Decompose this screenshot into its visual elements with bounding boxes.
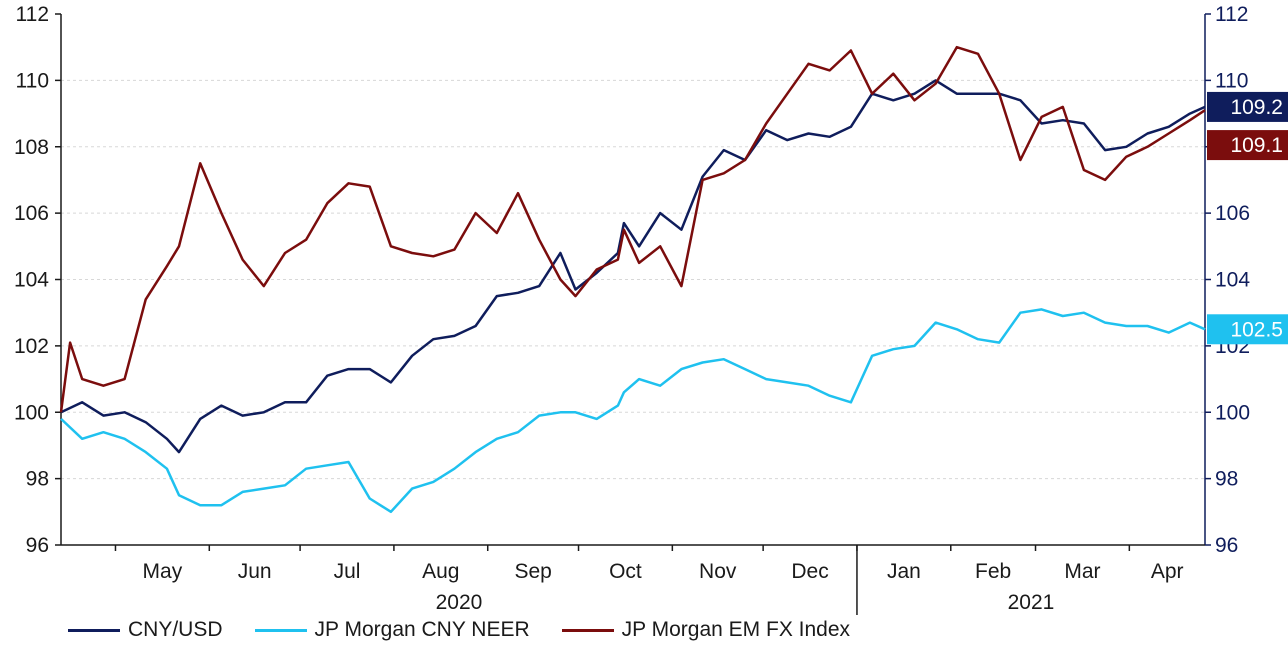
y-tick-label-right: 98 — [1215, 468, 1238, 491]
y-tick-label-right: 100 — [1215, 401, 1250, 424]
x-tick-label: Aug — [422, 560, 459, 583]
y-tick-label-right: 96 — [1215, 534, 1238, 557]
legend-swatch — [254, 628, 307, 632]
end-label-box — [1207, 314, 1288, 345]
x-tick-label: Jan — [887, 560, 921, 583]
y-tick-label-left: 96 — [26, 534, 49, 557]
legend-label: CNY/USD — [128, 618, 223, 641]
series-line-jp-morgan-em-fx-index — [59, 45, 1206, 413]
series-line-cny-usd — [60, 79, 1206, 454]
y-tick-label-left: 104 — [14, 269, 49, 292]
x-tick-label: Jun — [238, 560, 272, 583]
x-tick-label: Dec — [791, 560, 828, 583]
legend-item-cny-neer: JP Morgan CNY NEER — [254, 618, 530, 642]
legend-label: JP Morgan CNY NEER — [314, 618, 530, 641]
y-tick-label-right: 104 — [1215, 269, 1250, 292]
end-label-text: 109.2 — [1230, 96, 1283, 119]
y-tick-label-left: 102 — [14, 335, 49, 358]
y-tick-label-right: 112 — [1215, 3, 1248, 26]
end-label-text: 109.1 — [1230, 134, 1283, 157]
y-axis-left-ticks: 96 98 100 102 104 106 108 110 112 — [14, 3, 61, 557]
end-value-labels: 109.2 109.1 102.5 — [1207, 91, 1288, 345]
end-label-text: 102.5 — [1230, 318, 1283, 341]
y-tick-label-left: 100 — [14, 401, 49, 424]
end-label-box — [1207, 91, 1288, 122]
x-tick-label: Apr — [1151, 560, 1184, 583]
series-lines — [59, 45, 1206, 514]
legend-label: JP Morgan EM FX Index — [621, 618, 851, 641]
y-tick-label-right: 110 — [1215, 69, 1248, 92]
x-tick-label: Nov — [699, 560, 737, 583]
x-year-label: 2021 — [1008, 591, 1055, 614]
x-year-label: 2020 — [436, 591, 483, 614]
x-tick-label: May — [143, 560, 183, 583]
legend-item-cny-usd: CNY/USD — [68, 618, 223, 642]
y-tick-label-right: 106 — [1215, 202, 1250, 225]
legend: CNY/USD JP Morgan CNY NEER JP Morgan EM … — [68, 618, 882, 642]
gridlines — [61, 79, 1205, 480]
y-tick-label-left: 106 — [14, 202, 49, 225]
x-tick-label: Jul — [334, 560, 361, 583]
y-tick-label-left: 98 — [26, 468, 49, 491]
y-tick-label-left: 110 — [16, 69, 49, 92]
series-line-jp-morgan-cny-neer — [60, 308, 1206, 514]
y-tick-label-left: 108 — [14, 136, 49, 159]
legend-swatch — [561, 628, 614, 632]
y-tick-label-left: 112 — [16, 3, 49, 26]
x-tick-label: Oct — [609, 560, 642, 583]
x-tick-label: Sep — [514, 560, 551, 583]
legend-swatch — [68, 628, 120, 632]
x-tick-label: Feb — [975, 560, 1011, 583]
x-tick-label: Mar — [1064, 560, 1100, 583]
x-axis-ticks: May Jun Jul Aug Sep Oct Nov Dec Jan Feb Mar Apr 2020… — [114, 545, 1184, 615]
end-label-box — [1207, 130, 1288, 161]
legend-item-em-fx: JP Morgan EM FX Index — [561, 618, 851, 642]
